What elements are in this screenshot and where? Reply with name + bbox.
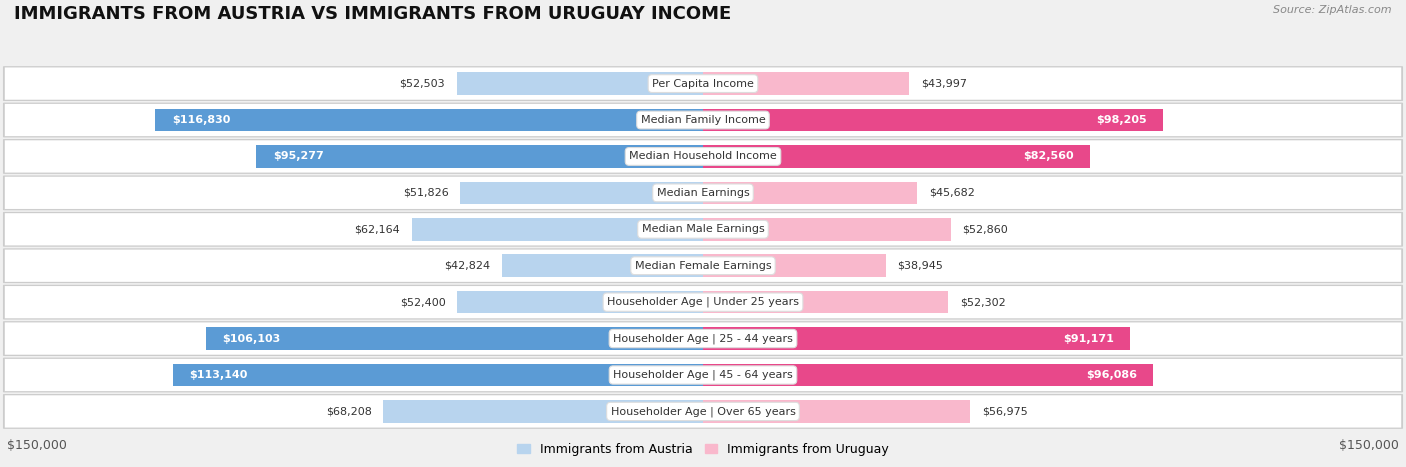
Text: $91,171: $91,171 — [1063, 333, 1114, 344]
Text: $116,830: $116,830 — [172, 115, 231, 125]
Text: $51,826: $51,826 — [402, 188, 449, 198]
Bar — [703, 182, 917, 204]
FancyBboxPatch shape — [4, 213, 1402, 245]
Text: $150,000: $150,000 — [1339, 439, 1399, 452]
Text: Median Household Income: Median Household Income — [628, 151, 778, 162]
FancyBboxPatch shape — [3, 285, 1403, 319]
Bar — [205, 327, 703, 350]
Text: Median Male Earnings: Median Male Earnings — [641, 224, 765, 234]
Bar — [703, 218, 950, 241]
Text: $98,205: $98,205 — [1097, 115, 1147, 125]
Text: $150,000: $150,000 — [7, 439, 67, 452]
Text: Householder Age | 25 - 44 years: Householder Age | 25 - 44 years — [613, 333, 793, 344]
Text: Householder Age | 45 - 64 years: Householder Age | 45 - 64 years — [613, 370, 793, 380]
Bar — [457, 72, 703, 95]
FancyBboxPatch shape — [3, 395, 1403, 428]
Text: $95,277: $95,277 — [273, 151, 323, 162]
FancyBboxPatch shape — [3, 140, 1403, 173]
Bar — [703, 145, 1090, 168]
Text: $52,860: $52,860 — [963, 224, 1008, 234]
Text: $68,208: $68,208 — [326, 406, 371, 417]
FancyBboxPatch shape — [4, 286, 1402, 318]
Text: IMMIGRANTS FROM AUSTRIA VS IMMIGRANTS FROM URUGUAY INCOME: IMMIGRANTS FROM AUSTRIA VS IMMIGRANTS FR… — [14, 5, 731, 23]
Text: $62,164: $62,164 — [354, 224, 399, 234]
Bar — [457, 291, 703, 313]
Text: $38,945: $38,945 — [897, 261, 943, 271]
FancyBboxPatch shape — [4, 68, 1402, 99]
Text: Householder Age | Over 65 years: Householder Age | Over 65 years — [610, 406, 796, 417]
Text: $82,560: $82,560 — [1024, 151, 1074, 162]
Bar — [703, 364, 1153, 386]
Bar — [703, 72, 910, 95]
FancyBboxPatch shape — [3, 322, 1403, 355]
FancyBboxPatch shape — [3, 249, 1403, 283]
Text: $52,302: $52,302 — [960, 297, 1005, 307]
Bar — [703, 109, 1163, 131]
Text: Householder Age | Under 25 years: Householder Age | Under 25 years — [607, 297, 799, 307]
Bar — [156, 109, 703, 131]
FancyBboxPatch shape — [4, 177, 1402, 209]
FancyBboxPatch shape — [4, 323, 1402, 354]
FancyBboxPatch shape — [3, 212, 1403, 246]
FancyBboxPatch shape — [3, 103, 1403, 137]
Bar — [412, 218, 703, 241]
FancyBboxPatch shape — [4, 396, 1402, 427]
Text: $52,400: $52,400 — [399, 297, 446, 307]
Bar — [703, 400, 970, 423]
Text: $96,086: $96,086 — [1085, 370, 1137, 380]
Bar — [384, 400, 703, 423]
Text: Per Capita Income: Per Capita Income — [652, 78, 754, 89]
FancyBboxPatch shape — [3, 358, 1403, 392]
Text: $113,140: $113,140 — [190, 370, 247, 380]
Text: $52,503: $52,503 — [399, 78, 446, 89]
Bar — [703, 291, 948, 313]
Bar — [703, 327, 1130, 350]
Bar — [502, 255, 703, 277]
FancyBboxPatch shape — [4, 141, 1402, 172]
Text: $43,997: $43,997 — [921, 78, 967, 89]
Text: $45,682: $45,682 — [929, 188, 974, 198]
Text: $106,103: $106,103 — [222, 333, 280, 344]
FancyBboxPatch shape — [4, 104, 1402, 136]
FancyBboxPatch shape — [4, 250, 1402, 282]
Text: Median Family Income: Median Family Income — [641, 115, 765, 125]
Bar — [256, 145, 703, 168]
FancyBboxPatch shape — [3, 67, 1403, 100]
Bar — [173, 364, 703, 386]
Text: Source: ZipAtlas.com: Source: ZipAtlas.com — [1274, 5, 1392, 14]
FancyBboxPatch shape — [4, 359, 1402, 391]
Bar — [703, 255, 886, 277]
Text: $42,824: $42,824 — [444, 261, 491, 271]
FancyBboxPatch shape — [3, 176, 1403, 210]
Text: $56,975: $56,975 — [981, 406, 1028, 417]
Text: Median Female Earnings: Median Female Earnings — [634, 261, 772, 271]
Text: Median Earnings: Median Earnings — [657, 188, 749, 198]
Bar — [460, 182, 703, 204]
Legend: Immigrants from Austria, Immigrants from Uruguay: Immigrants from Austria, Immigrants from… — [512, 438, 894, 461]
